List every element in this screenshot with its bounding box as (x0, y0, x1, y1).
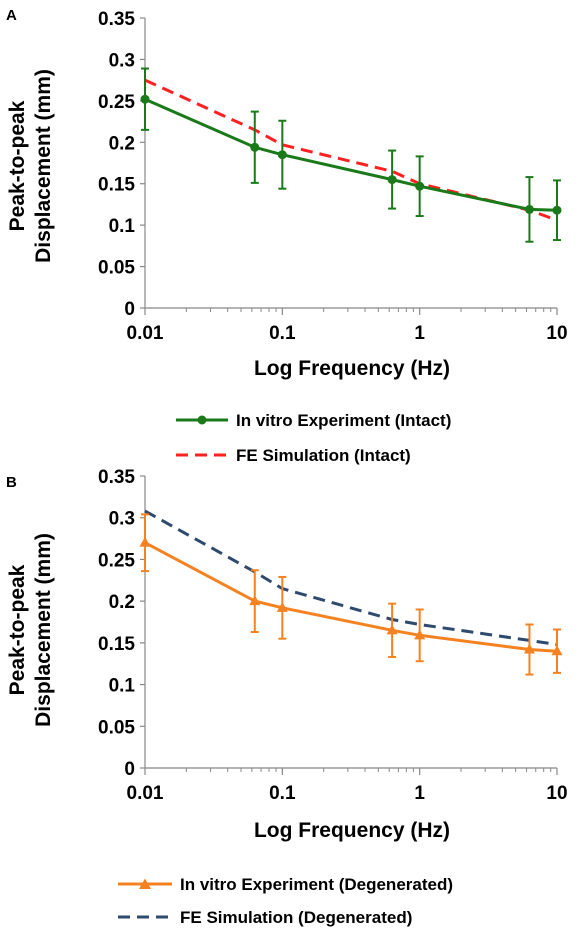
panel-b-y-tick-label: 0.35 (98, 467, 135, 488)
panel-b-series-line-fe-simulation-degenerated (144, 509, 558, 646)
panel-b-label: B (6, 474, 17, 491)
panel-b-x-tick-label: 0.01 (127, 783, 164, 804)
panel-a-y-tick-label: 0.35 (98, 9, 135, 30)
panel-b-ylabel-line1: Peak-to-peak (6, 564, 29, 695)
panel-a-data-point (552, 205, 562, 215)
legend-item-intact-experiment: In vitro Experiment (Intact) (176, 411, 451, 430)
panel-a-data-point (140, 94, 150, 104)
panel-b-x-tick-label: 10 (546, 783, 567, 804)
panel-b-y-tick-label: 0.1 (109, 676, 136, 697)
panel-a-legend: In vitro Experiment (Intact) FE Simulati… (176, 411, 451, 465)
legend-item-intact-simulation: FE Simulation (Intact) (176, 446, 411, 465)
panel-a-data-point (250, 142, 260, 152)
panel-b-series-line-in-vitro-experiment-degenerated (144, 541, 558, 653)
panel-b-y-tick-label: 0.05 (98, 717, 135, 738)
panel-a-x-tick-label: 1 (414, 323, 425, 344)
legend-marker-degenerated-experiment (139, 878, 151, 889)
panel-a-x-axis-label: Log Frequency (Hz) (254, 357, 450, 380)
panel-a-y-tick-label: 0.05 (98, 258, 135, 279)
panel-a-series-line-in-vitro-experiment-intact (144, 97, 558, 212)
panel-b-ylabel-line2: Displacement (mm) (32, 533, 55, 727)
legend-label-degenerated-simulation: FE Simulation (Degenerated) (180, 908, 412, 927)
panel-a-y-tick-label: 0 (124, 299, 135, 320)
panel-a-x-tick-label: 10 (546, 323, 567, 344)
panel-a-y-tick-label: 0.25 (98, 92, 135, 113)
panel-b-data-point (551, 645, 563, 656)
panel-b-data-point (139, 536, 151, 547)
panel-a-ylabel-line1: Peak-to-peak (6, 100, 29, 231)
panel-a-ylabel-line2: Displacement (mm) (32, 69, 55, 263)
panel-b-y-tick-label: 0.25 (98, 550, 135, 571)
panel-a-chart: A Peak-to-peak Displacement (mm) Log Fre… (6, 7, 568, 465)
panel-a-y-tick-label: 0.1 (109, 216, 136, 237)
legend-item-degenerated-experiment: In vitro Experiment (Degenerated) (118, 875, 453, 894)
legend-label-degenerated-experiment: In vitro Experiment (Degenerated) (180, 875, 453, 894)
panel-b-x-tick-label: 0.1 (269, 783, 296, 804)
panel-a-label: A (6, 7, 17, 24)
panel-a-y-axis-label: Peak-to-peak Displacement (mm) (6, 69, 55, 263)
panel-a-data-point (387, 175, 397, 185)
panel-a-x-tick-label: 0.1 (269, 323, 296, 344)
panel-b-chart: B Peak-to-peak Displacement (mm) Log Fre… (6, 467, 568, 927)
panel-b-y-tick-label: 0.2 (109, 592, 135, 613)
panel-a-y-tick-label: 0.3 (109, 50, 135, 71)
panel-b-data-point (523, 643, 535, 654)
panel-b-y-tick-label: 0 (124, 759, 135, 780)
panel-b-y-axis-label: Peak-to-peak Displacement (mm) (6, 533, 55, 727)
panel-a-x-tick-label: 0.01 (127, 323, 164, 344)
panel-b-plot-area: 0 0.05 0.1 0.15 0.2 0.25 0.3 0.35 0.01 0.1 1 10 (98, 467, 568, 804)
legend-item-degenerated-simulation: FE Simulation (Degenerated) (118, 908, 412, 927)
panel-b-x-tick-label: 1 (414, 783, 425, 804)
panel-b-data-point (386, 624, 398, 635)
panel-b-data-point (414, 629, 426, 640)
panel-a-plot-area: 0 0.05 0.1 0.15 0.2 0.25 0.3 0.35 0.01 0.1 1 10 (98, 9, 568, 344)
panel-a-data-point (415, 181, 425, 191)
legend-label-intact-experiment: In vitro Experiment (Intact) (236, 411, 451, 430)
panel-b-data-point (249, 595, 261, 606)
panel-a-y-tick-label: 0.2 (109, 133, 135, 154)
panel-b-y-tick-label: 0.15 (98, 634, 135, 655)
panel-a-y-tick-label: 0.15 (98, 175, 135, 196)
panel-a-series-line-fe-simulation-intact (144, 78, 558, 222)
panel-b-x-axis-label: Log Frequency (Hz) (254, 819, 450, 842)
panel-b-legend: In vitro Experiment (Degenerated) FE Sim… (118, 875, 453, 927)
legend-marker-intact-experiment (197, 415, 207, 425)
legend-label-intact-simulation: FE Simulation (Intact) (236, 446, 411, 465)
panel-a-data-point (524, 204, 534, 214)
panel-b-data-point (276, 601, 288, 612)
panel-b-y-tick-label: 0.3 (109, 509, 135, 530)
panel-a-data-point (277, 150, 287, 160)
